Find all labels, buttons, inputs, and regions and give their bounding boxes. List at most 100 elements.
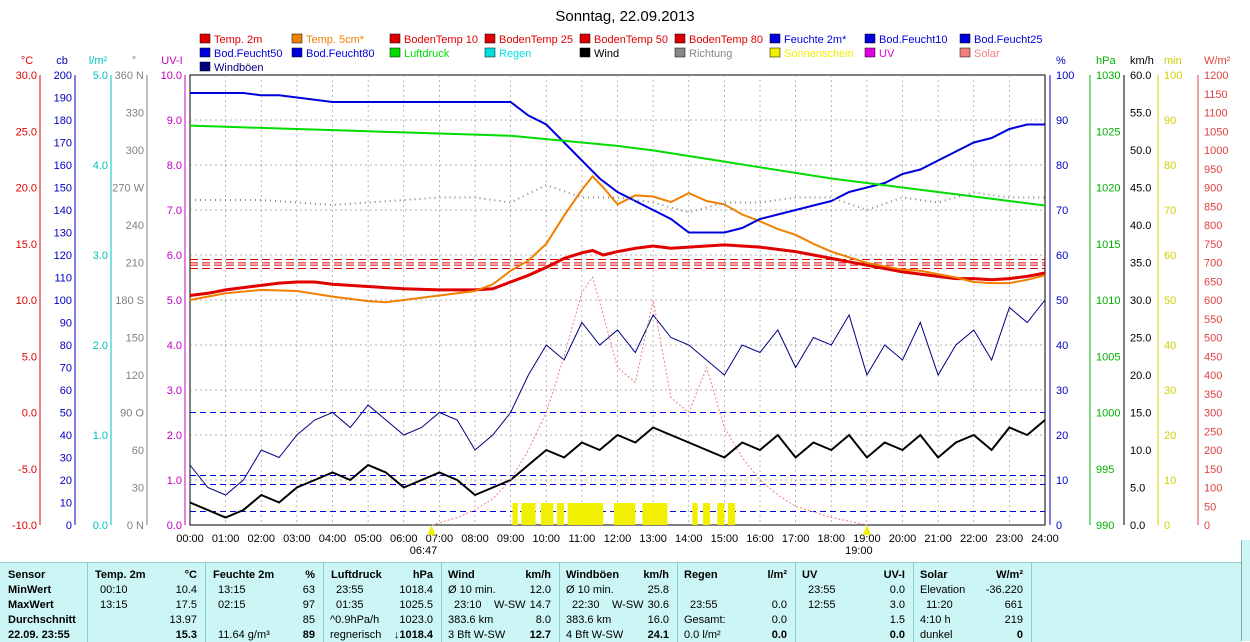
y-tick-label: 30 bbox=[60, 453, 72, 465]
y-tick-label: 130 bbox=[54, 228, 72, 240]
stats-cell: 13:15 bbox=[100, 599, 128, 612]
stats-row-label: MinWert bbox=[8, 584, 51, 597]
y-tick-label: 500 bbox=[1204, 333, 1222, 345]
x-tick-label: 24:00 bbox=[1031, 533, 1059, 545]
stats-regen-block: Regen l/m² 23:55 0.0 Gesamt: 0.0 0.0 l/m… bbox=[678, 563, 796, 642]
stats-cell: Ø 10 min. bbox=[566, 584, 614, 597]
stats-unit: °C bbox=[185, 569, 197, 582]
stats-cell: 1.5 bbox=[890, 614, 905, 627]
stats-wind-block: Wind km/h Ø 10 min. 12.0 23:10 W-SW 14.7… bbox=[442, 563, 560, 642]
x-tick-label: 02:00 bbox=[247, 533, 275, 545]
y-tick-label: 1100 bbox=[1204, 108, 1228, 120]
legend-swatch bbox=[485, 34, 495, 43]
y-tick-label: 9.0 bbox=[167, 115, 182, 127]
stats-windboeen-block: Windböen km/h Ø 10 min. 25.8 22:30 W-SW … bbox=[560, 563, 678, 642]
y-tick-label: -10.0 bbox=[12, 520, 37, 532]
y-tick-label: 5.0 bbox=[22, 351, 37, 363]
y-tick-label: 270 W bbox=[112, 183, 144, 195]
y-tick-label: 2.0 bbox=[93, 340, 108, 352]
y-tick-label: 90 O bbox=[120, 408, 144, 420]
y-tick-label: 70 bbox=[1056, 205, 1068, 217]
stats-cell: 11.64 g/m³ bbox=[218, 629, 270, 642]
legend-swatch bbox=[580, 34, 590, 43]
y-tick-label: 360 N bbox=[115, 70, 144, 82]
stats-cell: 0.0 bbox=[890, 629, 905, 642]
x-tick-label: 08:00 bbox=[461, 533, 489, 545]
x-tick-label: 22:00 bbox=[960, 533, 988, 545]
y-tick-label: 190 bbox=[54, 93, 72, 105]
legend-swatch bbox=[675, 48, 685, 57]
vertical-scrollbar[interactable] bbox=[1241, 540, 1250, 641]
stats-row-label: MaxWert bbox=[8, 599, 54, 612]
y-tick-label: 650 bbox=[1204, 276, 1222, 288]
y-tick-label: 40.0 bbox=[1130, 220, 1151, 232]
y-tick-label: 10.0 bbox=[1130, 445, 1151, 457]
y-tick-label: 0.0 bbox=[1130, 520, 1145, 532]
legend-item-label: Sonnenschein bbox=[784, 48, 854, 60]
stats-cell: 15.3 bbox=[176, 629, 197, 642]
y-tick-label: 1005 bbox=[1096, 351, 1120, 363]
y-tick-label: 1000 bbox=[1204, 145, 1228, 157]
y-tick-label: 180 bbox=[54, 115, 72, 127]
y-tick-label: 300 bbox=[126, 145, 144, 157]
y-tick-label: 5.0 bbox=[93, 70, 108, 82]
chart-title: Sonntag, 22.09.2013 bbox=[555, 8, 694, 25]
axis-unit-label: min bbox=[1164, 55, 1182, 67]
legend-item-label: Regen bbox=[499, 48, 531, 60]
stats-row-label: 22.09. 23:55 bbox=[8, 629, 70, 642]
y-tick-label: 20.0 bbox=[16, 183, 37, 195]
y-tick-label: 900 bbox=[1204, 183, 1222, 195]
x-tick-label: 17:00 bbox=[782, 533, 810, 545]
y-tick-label: 210 bbox=[126, 258, 144, 270]
legend-item-label: Temp. 5cm* bbox=[306, 34, 365, 46]
legend-swatch bbox=[390, 48, 400, 57]
stats-cell: 23:10 bbox=[454, 599, 482, 612]
legend-item-label: BodenTemp 10 bbox=[404, 34, 478, 46]
axis-unit-label: UV-I bbox=[161, 55, 182, 67]
y-tick-label: 1010 bbox=[1096, 295, 1120, 307]
stats-table: Sensor MinWert MaxWert Durchschnitt 22.0… bbox=[0, 562, 1242, 642]
y-tick-label: 50 bbox=[1204, 501, 1216, 513]
y-tick-label: 240 bbox=[126, 220, 144, 232]
stats-cell: 89 bbox=[303, 629, 315, 642]
axis-unit-label: l/m² bbox=[89, 55, 108, 67]
sunrise-marker bbox=[428, 525, 436, 535]
legend-item-label: Bod.Feucht80 bbox=[306, 48, 375, 60]
sunshine-bar bbox=[703, 503, 710, 525]
legend-item-label: Luftdruck bbox=[404, 48, 450, 60]
x-tick-label: 18:00 bbox=[817, 533, 845, 545]
y-tick-label: 40 bbox=[60, 430, 72, 442]
stats-header: Regen bbox=[684, 569, 718, 582]
stats-cell: 0.0 bbox=[772, 629, 787, 642]
stats-sensor-header: Sensor bbox=[8, 569, 45, 582]
y-tick-label: 100 bbox=[1056, 70, 1074, 82]
sunshine-bar bbox=[582, 503, 603, 525]
y-tick-label: 180 S bbox=[115, 295, 144, 307]
legend-item-label: Solar bbox=[974, 48, 1000, 60]
legend-swatch bbox=[865, 34, 875, 43]
stats-cell: 0.0 bbox=[772, 599, 787, 612]
legend-item-label: Richtung bbox=[689, 48, 732, 60]
y-tick-label: 7.0 bbox=[167, 205, 182, 217]
stats-header: Temp. 2m bbox=[95, 569, 146, 582]
sunrise-label: 06:47 bbox=[410, 545, 438, 557]
stats-cell: 23:55 bbox=[808, 584, 836, 597]
y-tick-label: 30 bbox=[1056, 385, 1068, 397]
stats-cell: 1018.4 bbox=[399, 584, 433, 597]
stats-cell: 24.1 bbox=[648, 629, 669, 642]
legend-swatch bbox=[390, 34, 400, 43]
x-tick-label: 11:00 bbox=[569, 533, 596, 545]
y-tick-label: 700 bbox=[1204, 258, 1222, 270]
sunshine-bar bbox=[642, 503, 667, 525]
stats-unit: km/h bbox=[643, 569, 669, 582]
y-tick-label: 750 bbox=[1204, 239, 1222, 251]
stats-cell: 01:35 bbox=[336, 599, 364, 612]
stats-header: Solar bbox=[920, 569, 948, 582]
stats-cell: 22:30 bbox=[572, 599, 600, 612]
y-tick-label: 0.0 bbox=[93, 520, 108, 532]
y-tick-label: 1200 bbox=[1204, 70, 1228, 82]
y-tick-label: 300 bbox=[1204, 408, 1222, 420]
sunshine-bar bbox=[728, 503, 735, 525]
axis-unit-label: ° bbox=[132, 55, 136, 67]
